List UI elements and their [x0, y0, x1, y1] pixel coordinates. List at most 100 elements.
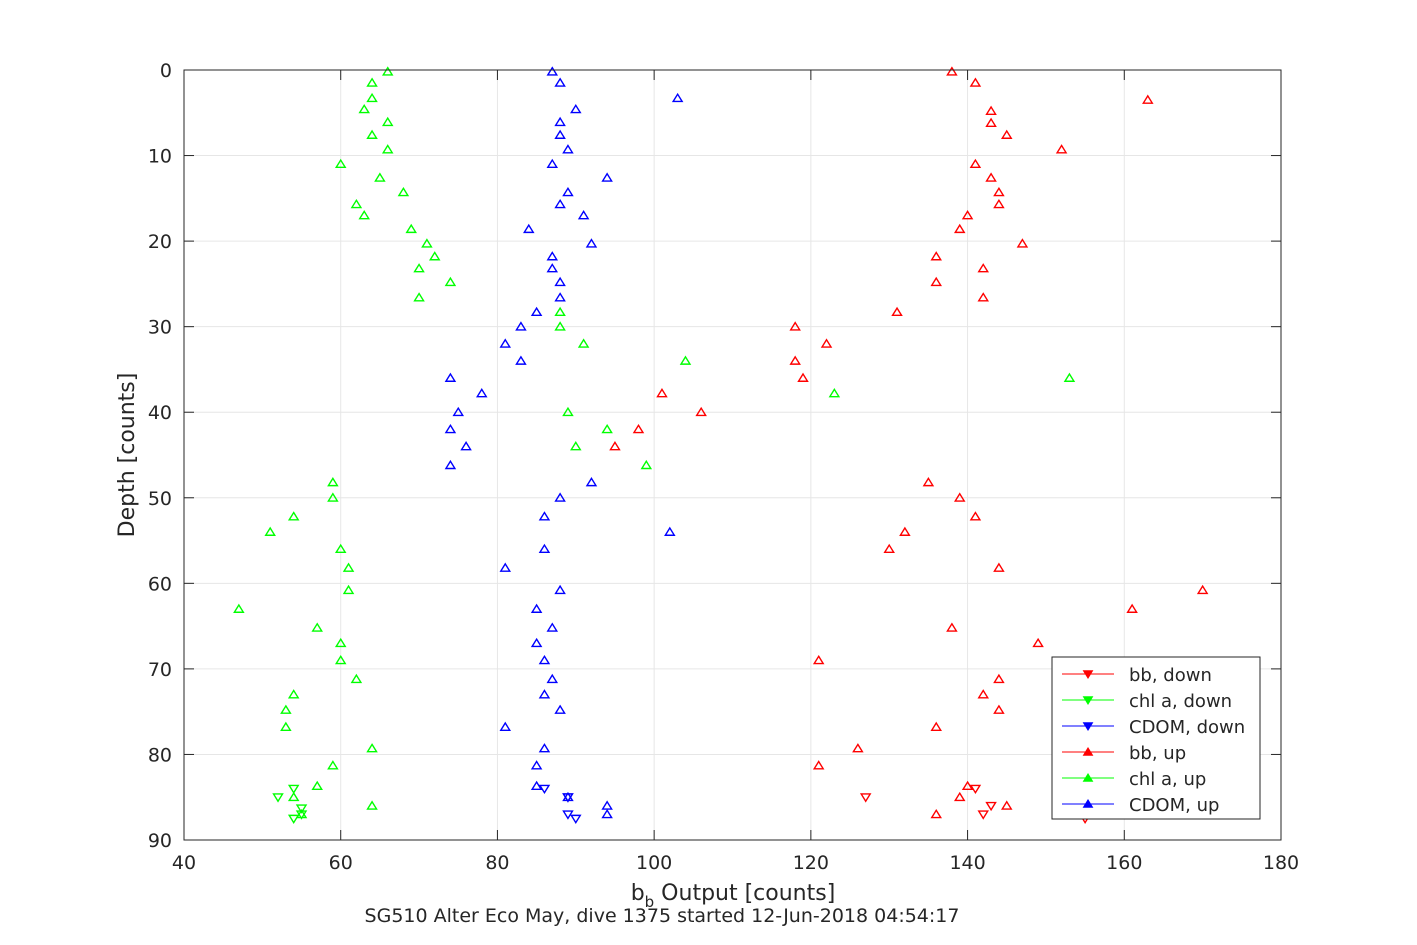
point-chl-a-up	[381, 66, 394, 76]
point-cdom-up	[499, 721, 512, 732]
point-cdom-up	[601, 808, 613, 819]
point-bb-down	[985, 801, 997, 812]
point-chl-a-up	[554, 321, 566, 331]
point-chl-a-up	[327, 760, 339, 770]
x-axis-label-rest: Output [counts]	[654, 881, 835, 906]
point-bb-up	[993, 673, 1005, 684]
point-chl-a-up	[287, 689, 300, 699]
legend-label: CDOM, down	[1129, 717, 1245, 738]
point-bb-up	[789, 321, 801, 331]
point-cdom-up	[538, 511, 551, 521]
point-chl-a-up	[327, 492, 339, 502]
point-cdom-up	[546, 263, 559, 273]
point-cdom-up	[585, 238, 598, 248]
point-cdom-up	[530, 603, 543, 613]
point-cdom-up	[554, 492, 566, 502]
point-bb-down	[859, 793, 872, 803]
point-chl-a-up	[327, 476, 339, 487]
point-cdom-up	[530, 780, 543, 791]
legend: bb, down chl a, down CDOM, down bb, up chl a…	[1051, 656, 1261, 820]
point-bb-up	[820, 338, 833, 348]
point-chl-a-down	[295, 804, 308, 814]
point-chl-a-up	[334, 654, 347, 665]
point-bb-up	[797, 372, 809, 382]
point-cdom-up	[546, 66, 559, 76]
legend-box	[1051, 656, 1261, 820]
point-cdom-up	[570, 103, 582, 114]
x-tick-label: 60	[329, 852, 353, 874]
point-chl-a-up	[413, 263, 425, 273]
point-cdom-up	[530, 306, 543, 317]
y-tick-label: 90	[148, 830, 172, 852]
point-chl-a-up	[358, 210, 370, 220]
axis-ticks: 40 60 80 100 120 140 160 180 0 10 20 30 40 50 60 70 80 90	[148, 60, 1299, 874]
point-cdom-down	[538, 784, 551, 795]
point-bb-up	[930, 808, 942, 819]
point-chl-a-up	[405, 223, 417, 234]
point-cdom-up	[671, 92, 684, 103]
point-chl-a-up	[366, 129, 378, 139]
point-chl-a-up	[601, 423, 613, 434]
legend-marker	[1082, 772, 1094, 782]
point-bb-up	[969, 77, 982, 87]
point-bb-up	[969, 158, 982, 169]
point-chl-a-up	[280, 704, 292, 714]
point-cdom-up	[444, 372, 457, 382]
y-tick-label: 20	[148, 231, 172, 253]
point-bb-up	[1000, 129, 1013, 139]
y-tick-label: 60	[148, 573, 172, 595]
point-bb-up	[1055, 144, 1068, 154]
point-chl-a-up	[295, 808, 308, 819]
y-tick-label: 40	[148, 402, 172, 424]
point-cdom-up	[530, 637, 543, 648]
point-cdom-up	[538, 689, 551, 699]
point-chl-a-up	[577, 338, 590, 348]
x-axis-label: bb Output [counts]	[631, 881, 836, 911]
point-cdom-up	[554, 129, 566, 139]
x-tick-label: 160	[1106, 852, 1142, 874]
point-chl-a-up	[342, 584, 355, 595]
point-cdom-up	[562, 186, 574, 197]
point-bb-up	[961, 780, 974, 791]
point-cdom-up	[554, 77, 566, 87]
point-chl-a-up	[562, 406, 574, 417]
point-bb-down	[969, 784, 982, 795]
point-chl-a-up	[828, 388, 841, 398]
point-bb-up	[946, 66, 958, 76]
point-bb-up	[632, 423, 645, 434]
point-bb-up	[961, 210, 974, 220]
x-tick-label: 80	[485, 852, 509, 874]
y-tick-label: 70	[148, 659, 172, 681]
point-chl-a-up	[554, 306, 566, 317]
y-tick-label: 0	[160, 60, 172, 82]
y-tick-label: 10	[148, 146, 172, 168]
x-axis-label-main: b	[631, 881, 645, 906]
point-chl-a-up	[428, 251, 441, 261]
point-chl-a-down	[272, 793, 284, 803]
legend-label: CDOM, up	[1129, 795, 1219, 816]
point-bb-up	[1196, 584, 1209, 595]
point-cdom-up	[546, 251, 559, 261]
legend-label: bb, up	[1129, 743, 1186, 764]
x-tick-label: 180	[1263, 852, 1299, 874]
point-chl-a-up	[381, 116, 394, 127]
point-chl-a-up	[679, 355, 692, 365]
point-bb-up	[953, 791, 966, 802]
y-tick-label: 50	[148, 488, 172, 510]
point-cdom-up	[664, 526, 676, 536]
point-chl-a-up	[366, 800, 378, 810]
data-points	[233, 66, 1209, 824]
x-tick-label: 120	[793, 852, 829, 874]
x-tick-label: 40	[172, 852, 196, 874]
x-axis-label-subscript: b	[645, 893, 655, 911]
point-bb-up	[656, 388, 668, 398]
point-bb-up	[985, 172, 997, 182]
point-cdom-up	[515, 355, 527, 365]
point-bb-up	[1142, 94, 1154, 104]
point-cdom-up	[460, 441, 472, 451]
point-chl-a-up	[413, 292, 425, 302]
point-cdom-up	[515, 321, 527, 331]
legend-marker	[1082, 798, 1094, 808]
point-chl-a-up	[233, 603, 245, 613]
point-bb-up	[977, 292, 989, 302]
